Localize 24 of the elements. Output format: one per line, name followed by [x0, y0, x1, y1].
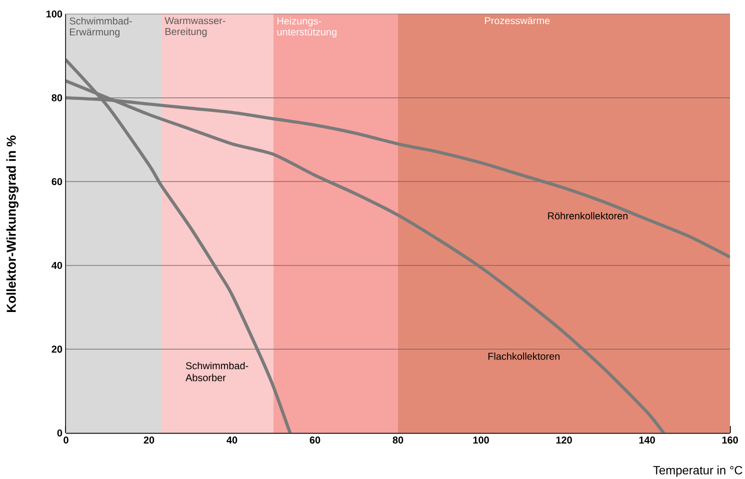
series-label: Röhrenkollektoren	[548, 212, 628, 220]
band-label: Prozesswärme	[485, 17, 550, 24]
band-label: Warmwasser-Bereitung	[164, 17, 226, 38]
x-tick-label: 0	[64, 436, 68, 444]
series-label: Schwimmbad-Absorber	[186, 362, 248, 382]
y-axis-title: Kollektor-Wirkungsgrad in %	[6, 136, 18, 312]
y-tick-label: 80	[52, 94, 62, 102]
x-tick-label: 100	[473, 436, 489, 444]
y-tick-label: 60	[52, 178, 62, 186]
band-label: Heizungs-unterstützung	[277, 17, 336, 38]
x-axis-title: Temperatur in °C	[653, 466, 742, 477]
x-tick-label: 140	[639, 436, 655, 444]
x-tick-label: 120	[556, 436, 572, 444]
x-tick-label: 60	[310, 436, 320, 444]
series-label: Flachkollektoren	[488, 352, 560, 360]
x-tick-label: 40	[226, 436, 238, 444]
x-tick-label: 20	[144, 436, 154, 444]
y-tick-label: 0	[57, 429, 62, 437]
y-tick-label: 40	[52, 262, 62, 269]
y-tick-label: 20	[52, 346, 62, 353]
x-tick-label: 80	[392, 436, 404, 444]
band-label: Schwimmbad-Erwärmung	[70, 17, 132, 38]
x-tick-label: 160	[722, 436, 738, 444]
y-tick-label: 100	[46, 10, 62, 18]
